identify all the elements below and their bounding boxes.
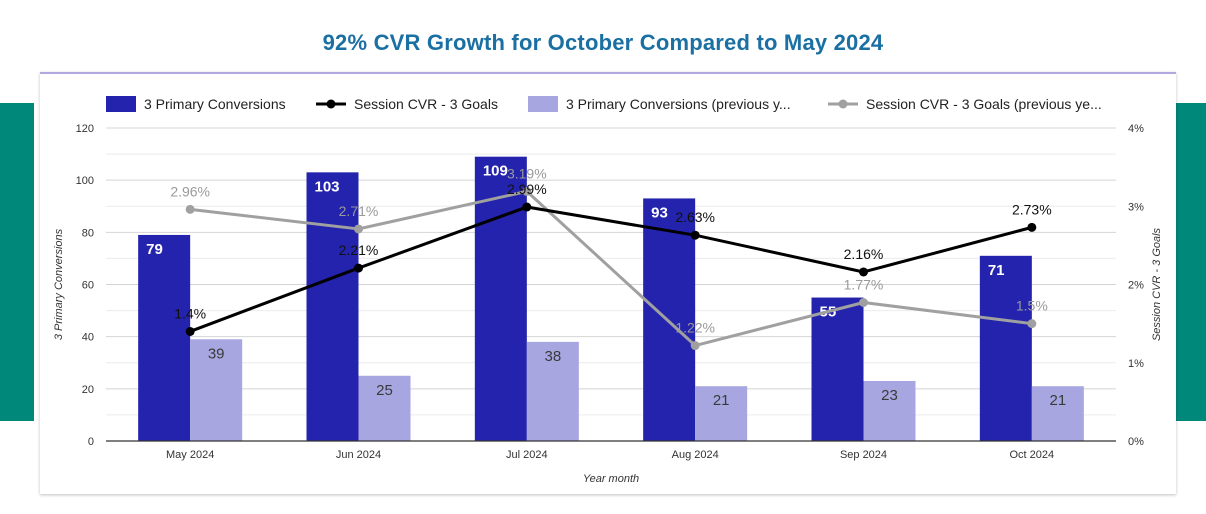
- cvr-label: 2.16%: [844, 246, 884, 262]
- cvr-point: [859, 267, 868, 277]
- bar-prev-label: 21: [713, 392, 730, 409]
- y-tick-label: 120: [76, 123, 94, 135]
- bar-prev-label: 25: [376, 382, 393, 399]
- cvr-prev-point: [522, 186, 532, 196]
- cvr-prev-point: [185, 204, 195, 214]
- bar-primary-conversions-prev: [526, 341, 579, 441]
- cvr-line: [189, 205, 1033, 333]
- y2-tick-label: 2%: [1128, 280, 1144, 292]
- cvr-label: 2.73%: [1012, 201, 1052, 217]
- cvr-prev-label: 1.5%: [1016, 298, 1048, 314]
- y2-tick-label: 4%: [1128, 123, 1144, 135]
- cvr-point: [185, 326, 195, 336]
- cvr-prev-label: 1.77%: [844, 276, 884, 292]
- page-title: 92% CVR Growth for October Compared to M…: [322, 30, 884, 55]
- cvr-prev-line: [189, 189, 1033, 348]
- cvr-label: 1.4%: [174, 305, 206, 321]
- y-tick-label: 60: [82, 280, 94, 292]
- chart-card: 0 20 40 60 80 100 120 0% 1% 2% 3% 4% 3 Primary Conve…: [40, 72, 1176, 494]
- y-tick-label: 0: [88, 436, 94, 448]
- bar-primary-conversions: [979, 255, 1032, 441]
- bar-prev-label: 39: [208, 345, 225, 362]
- cvr-prev-label: 3.19%: [507, 165, 547, 181]
- legend-label-cvr: Session CVR - 3 Goals: [354, 96, 498, 112]
- y-tick-label: 20: [82, 384, 94, 396]
- right-accent-band: [1174, 103, 1206, 421]
- bar-primary-conversions: [811, 297, 864, 441]
- x-axis-title: Year month: [583, 473, 639, 485]
- x-tick-label: Sep 2024: [840, 449, 887, 461]
- y2-tick-label: 3%: [1128, 201, 1144, 213]
- bar-prev-label: 23: [881, 387, 898, 404]
- left-accent-band: [0, 103, 34, 421]
- legend-swatch-cvr-prev-dot: [838, 99, 848, 109]
- bar-primary-conversions: [138, 234, 191, 441]
- legend-swatch-primary: [106, 96, 136, 112]
- bar-primary-conversions: [474, 156, 527, 442]
- legend-swatch-primary-prev: [528, 96, 558, 112]
- legend-label-cvr-prev: Session CVR - 3 Goals (previous ye...: [866, 96, 1102, 112]
- legend-swatch-cvr-dot: [326, 99, 336, 109]
- cvr-prev-point: [1027, 319, 1037, 329]
- bar-primary-label: 103: [315, 178, 340, 195]
- legend-label-primary-prev: 3 Primary Conversions (previous y...: [566, 96, 791, 112]
- legend-label-primary: 3 Primary Conversions: [144, 96, 286, 112]
- bar-prev-label: 21: [1049, 392, 1066, 409]
- bar-primary-conversions-prev: [695, 386, 748, 441]
- y-tick-label: 100: [76, 175, 94, 187]
- x-tick-label: Oct 2024: [1010, 449, 1055, 461]
- bar-primary-conversions-prev: [190, 339, 243, 441]
- combo-chart: 0 20 40 60 80 100 120 0% 1% 2% 3% 4% 3 Primary Conve…: [53, 96, 1163, 485]
- cvr-point: [1027, 222, 1037, 232]
- bar-primary-label: 109: [483, 163, 508, 180]
- cvr-point: [522, 202, 532, 212]
- bar-primary-conversions-prev: [358, 375, 411, 441]
- cvr-prev-point: [859, 297, 868, 307]
- y2-tick-label: 0%: [1128, 436, 1144, 448]
- x-tick-label: Aug 2024: [672, 449, 719, 461]
- cvr-prev-point: [690, 341, 700, 351]
- bar-primary-label: 79: [146, 241, 163, 258]
- x-tick-label: Jul 2024: [506, 449, 548, 461]
- cvr-prev-label: 2.96%: [170, 183, 210, 199]
- y2-axis-title: Session CVR - 3 Goals: [1151, 227, 1163, 341]
- bar-primary-label: 93: [651, 204, 668, 221]
- bar-primary-conversions-prev: [1031, 386, 1084, 441]
- y-tick-label: 80: [82, 227, 94, 239]
- cvr-prev-point: [354, 224, 363, 234]
- cvr-label: 2.21%: [339, 242, 379, 258]
- bar-primary-conversions-prev: [863, 381, 916, 441]
- x-tick-label: Jun 2024: [336, 449, 381, 461]
- bar-primary-label: 71: [988, 262, 1005, 279]
- cvr-prev-label: 1.22%: [675, 320, 715, 336]
- bar-primary-conversions: [306, 172, 359, 441]
- cvr-label: 2.99%: [507, 181, 547, 197]
- bar-prev-label: 38: [544, 348, 561, 365]
- y-tick-label: 40: [82, 332, 94, 344]
- y-axis-title: 3 Primary Conversions: [53, 228, 65, 340]
- x-tick-label: May 2024: [166, 449, 214, 461]
- cvr-point: [354, 263, 363, 273]
- cvr-point: [690, 230, 700, 240]
- cvr-prev-label: 2.71%: [339, 203, 379, 219]
- y2-tick-label: 1%: [1128, 358, 1144, 370]
- cvr-label: 2.63%: [675, 209, 715, 225]
